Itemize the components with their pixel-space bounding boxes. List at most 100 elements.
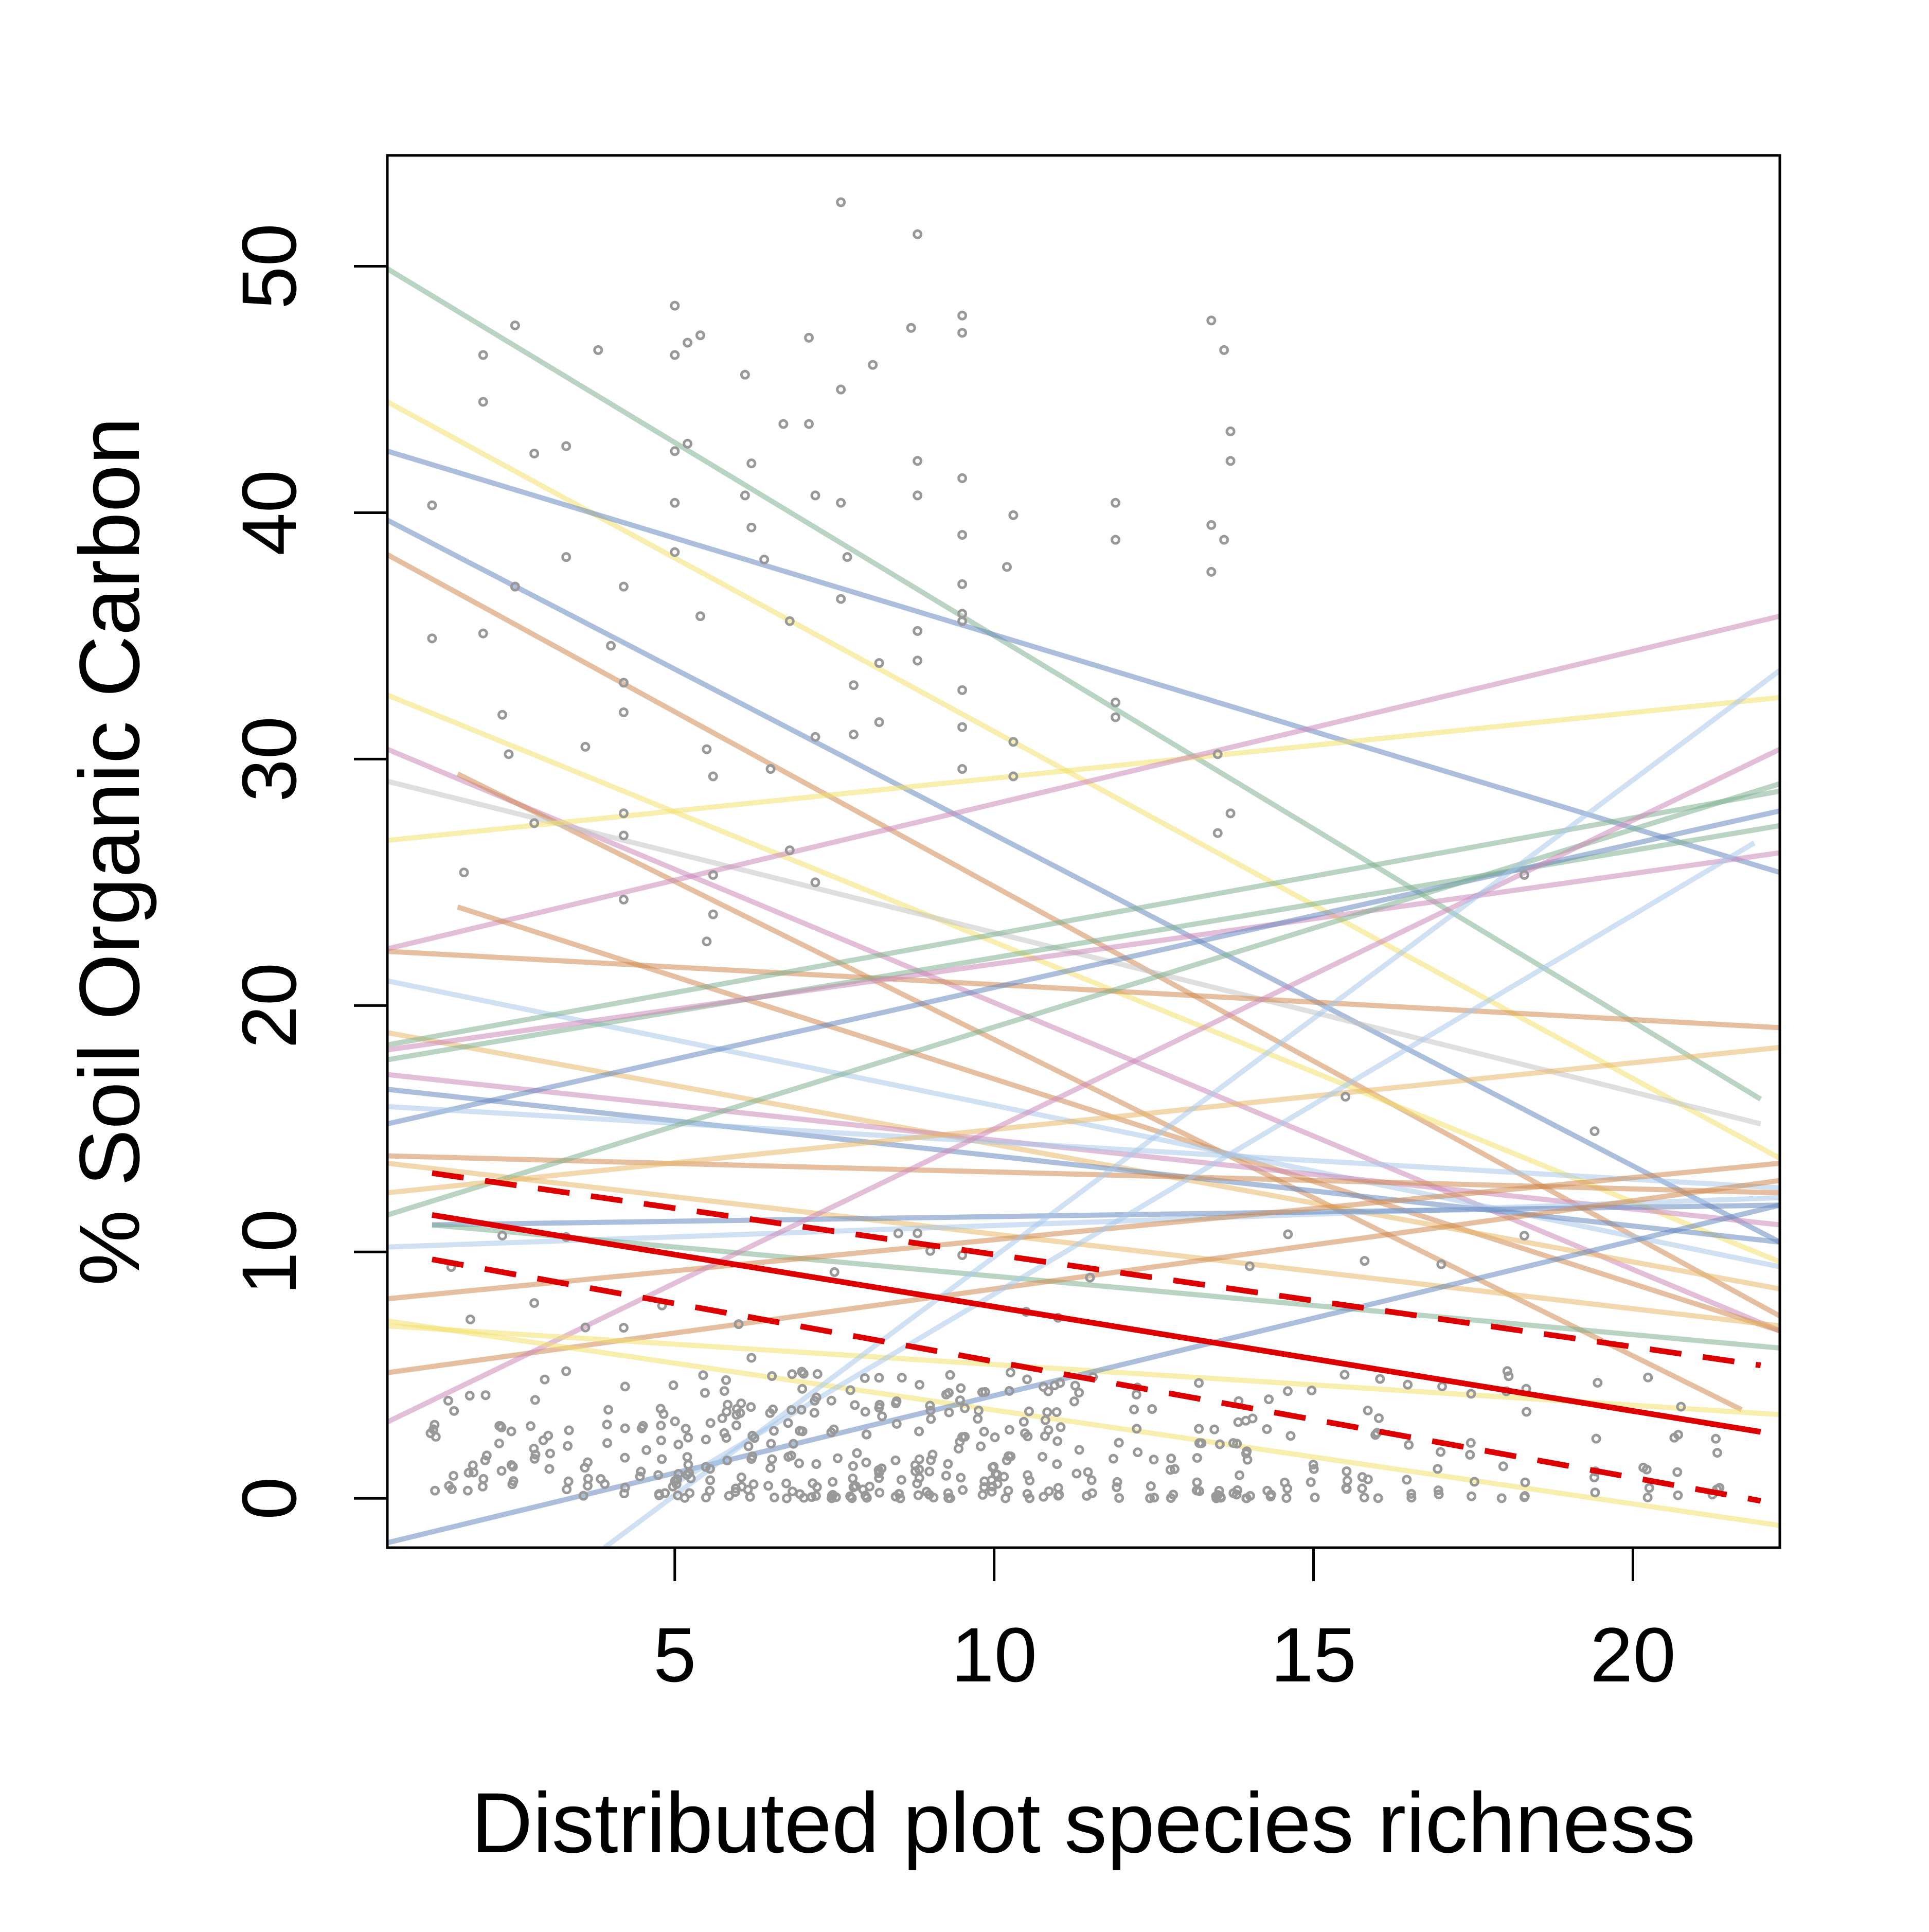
data-point-119 (480, 1390, 491, 1401)
data-point-102 (430, 1485, 440, 1496)
data-point-467 (1235, 1470, 1245, 1480)
data-point-401 (1043, 1425, 1053, 1435)
data-point-423 (1087, 1488, 1097, 1498)
data-point-525 (1465, 1450, 1475, 1460)
data-point-531 (1504, 1371, 1514, 1381)
data-point-81 (1008, 771, 1019, 782)
data-point-155 (602, 1420, 612, 1430)
data-point-355 (958, 1485, 968, 1495)
data-point-485 (1281, 1493, 1292, 1503)
regression-line-32 (387, 747, 1780, 1425)
data-point-478 (1244, 1261, 1255, 1271)
data-point-547 (1644, 1483, 1654, 1493)
data-point-131 (508, 1462, 518, 1472)
regression-line-18 (387, 850, 1780, 1053)
data-point-245 (767, 1454, 777, 1464)
data-point-23 (618, 894, 629, 905)
regression-line-35 (387, 1202, 1780, 1546)
data-point-515 (1406, 1488, 1417, 1499)
data-point-388 (1024, 1406, 1034, 1416)
data-point-195 (683, 1432, 693, 1443)
data-point-90 (1206, 520, 1217, 530)
data-point-451 (1196, 1438, 1207, 1448)
data-point-522 (1469, 1477, 1479, 1487)
regression-line-8 (456, 771, 1743, 1412)
data-point-101 (428, 1424, 439, 1434)
data-point-24 (670, 300, 680, 311)
data-point-30 (683, 438, 693, 449)
data-point-328 (912, 1478, 922, 1488)
data-point-460 (1214, 1439, 1225, 1449)
data-point-394 (1022, 1374, 1032, 1385)
y-tick-label-0: 0 (226, 1477, 312, 1519)
data-point-112 (465, 1391, 475, 1401)
data-point-115 (465, 1314, 475, 1324)
data-point-50 (810, 732, 820, 742)
data-point-254 (787, 1405, 797, 1415)
data-point-43 (765, 764, 776, 774)
y-tick-label-10: 10 (226, 1209, 312, 1295)
data-point-247 (783, 1418, 793, 1428)
data-point-319 (893, 1228, 903, 1238)
data-point-83 (1111, 535, 1121, 545)
data-point-338 (925, 1406, 936, 1416)
data-point-520 (1436, 1447, 1446, 1457)
data-point-412 (1055, 1378, 1065, 1388)
data-point-419 (1074, 1445, 1084, 1455)
data-point-346 (941, 1389, 951, 1399)
data-point-264 (811, 1459, 821, 1469)
data-point-359 (977, 1490, 988, 1500)
data-point-208 (722, 1456, 733, 1466)
regression-line-1 (387, 267, 1762, 1102)
data-point-248 (781, 1478, 792, 1488)
data-point-56 (836, 594, 846, 604)
regression-line-25 (387, 781, 1780, 1218)
data-point-376 (992, 1479, 1003, 1489)
data-point-9 (510, 320, 520, 330)
data-point-521 (1436, 1259, 1446, 1269)
data-point-68 (957, 310, 968, 321)
data-point-385 (1005, 1368, 1015, 1378)
data-point-331 (925, 1401, 935, 1411)
data-point-327 (913, 1490, 923, 1500)
data-point-38 (740, 369, 750, 380)
data-point-161 (620, 1452, 630, 1463)
data-point-550 (1673, 1490, 1683, 1500)
data-point-203 (698, 1370, 708, 1380)
data-point-108 (443, 1395, 453, 1406)
data-point-60 (874, 658, 884, 668)
data-point-337 (926, 1455, 936, 1465)
data-point-85 (1111, 712, 1121, 722)
data-point-98 (1341, 1092, 1351, 1102)
data-point-10 (510, 581, 520, 592)
data-point-39 (740, 490, 750, 501)
data-point-64 (913, 456, 923, 466)
data-point-324 (914, 1426, 924, 1437)
data-point-315 (890, 1492, 901, 1502)
data-point-365 (979, 1427, 989, 1437)
data-point-498 (1342, 1466, 1352, 1477)
regression-line-29 (432, 1222, 1780, 1351)
data-point-61 (874, 717, 884, 728)
data-point-175 (656, 1435, 666, 1446)
regression-lines-group (387, 267, 1780, 1548)
regression-line-3 (387, 448, 1780, 875)
data-point-13 (561, 441, 571, 451)
data-point-511 (1404, 1440, 1414, 1450)
data-point-11 (529, 449, 540, 459)
data-point-281 (827, 1493, 837, 1503)
data-point-440 (1147, 1404, 1157, 1414)
data-point-529 (1498, 1461, 1508, 1472)
data-point-530 (1502, 1366, 1512, 1376)
data-point-230 (743, 1484, 753, 1495)
data-point-378 (1004, 1425, 1014, 1435)
regression-line-7 (387, 747, 1780, 1334)
data-point-78 (1008, 510, 1019, 520)
data-point-168 (635, 1472, 645, 1482)
data-point-91 (1219, 535, 1229, 545)
data-point-366 (973, 1414, 983, 1424)
data-point-62 (906, 323, 916, 333)
data-point-18 (618, 581, 629, 592)
data-point-512 (1403, 1379, 1413, 1390)
data-point-189 (670, 1416, 680, 1427)
